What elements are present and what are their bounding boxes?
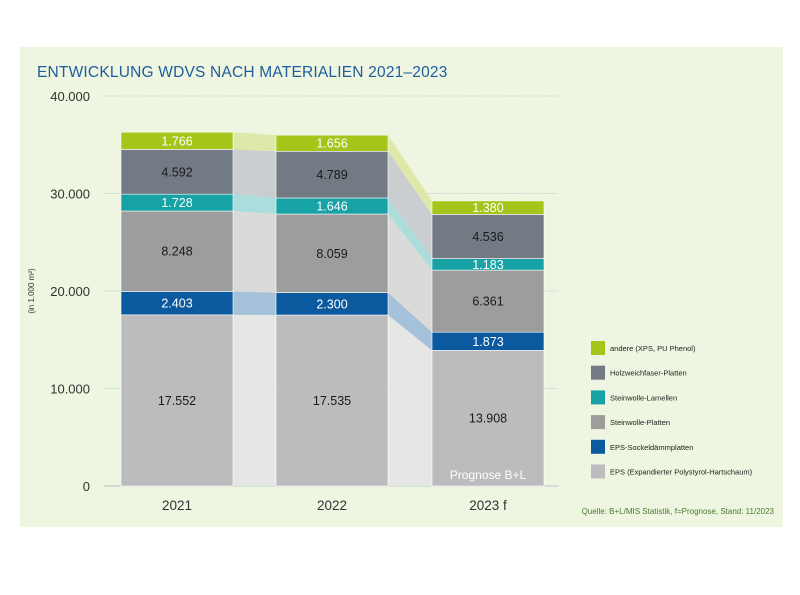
legend-label: EPS (Expandierter Polystyrol-Hartschaum) [610, 468, 753, 477]
data-label: 4.536 [472, 230, 503, 244]
data-label: 8.059 [316, 247, 347, 261]
data-label: 1.728 [161, 196, 192, 210]
bar-segment [120, 314, 234, 487]
data-label: 1.646 [316, 200, 347, 214]
data-label: 4.789 [316, 168, 347, 182]
connector-band [388, 214, 432, 333]
bar-segment [120, 149, 234, 195]
data-label: 8.248 [161, 245, 192, 259]
data-label: 17.552 [158, 394, 196, 408]
forecast-annotation: Prognose B+L [450, 468, 527, 482]
bar-segment [275, 314, 389, 487]
connector-band [233, 149, 276, 198]
legend-swatch [591, 390, 605, 405]
connector-band [388, 315, 432, 486]
x-tick-label: 2022 [317, 498, 347, 513]
y-tick-label: 40.000 [50, 89, 90, 104]
legend-swatch [591, 365, 605, 380]
data-label: 1.183 [472, 258, 503, 272]
data-label: 17.535 [313, 394, 351, 408]
data-label: 4.592 [161, 165, 192, 179]
data-label: 1.766 [161, 134, 192, 148]
connector-band [233, 132, 276, 152]
connector-band [233, 291, 276, 316]
y-tick-label: 0 [83, 479, 90, 494]
data-label: 2.403 [161, 297, 192, 311]
x-tick-label: 2023 f [469, 498, 507, 513]
legend-swatch [591, 415, 605, 430]
bar-segment [120, 210, 234, 292]
legend-label: EPS-Sockeldämmplatten [610, 443, 693, 452]
bar-segment [431, 214, 545, 259]
chart-title: ENTWICKLUNG WDVS NACH MATERIALIEN 2021–2… [37, 64, 448, 81]
x-tick-label: 2021 [162, 498, 192, 513]
y-tick-label: 10.000 [50, 382, 90, 397]
data-label: 13.908 [469, 412, 507, 426]
source-note: Quelle: B+L/MIS Statistik, f=Prognose, S… [581, 507, 774, 516]
bar-segment [275, 150, 389, 199]
y-axis-label: (in 1.000 m²) [27, 268, 36, 314]
data-label: 6.361 [472, 295, 503, 309]
connector-band [388, 151, 432, 259]
legend-swatch [591, 439, 605, 454]
bar-segment [120, 131, 234, 150]
data-label: 1.656 [316, 137, 347, 151]
connector-band [233, 194, 276, 215]
bar-segment [275, 134, 389, 152]
connector-band [233, 314, 276, 486]
legend-label: andere (XPS, PU Phenol) [610, 344, 696, 353]
y-tick-label: 20.000 [50, 284, 90, 299]
connector-band [233, 211, 276, 293]
legend-swatch [591, 464, 605, 479]
legend-label: Steinwolle-Lamellen [610, 393, 677, 402]
legend-label: Holzweichfaser-Platten [610, 369, 687, 378]
data-label: 2.300 [316, 297, 347, 311]
y-tick-label: 30.000 [50, 187, 90, 202]
bar-segment [431, 200, 545, 215]
data-label: 1.873 [472, 335, 503, 349]
connector-band [388, 292, 432, 351]
bar-segment [431, 269, 545, 333]
legend-label: Steinwolle-Platten [610, 418, 670, 427]
legend-swatch [591, 341, 605, 355]
data-label: 1.380 [472, 201, 503, 215]
connector-band [388, 135, 432, 215]
bar-segment [431, 350, 545, 487]
connector-band [388, 197, 432, 271]
